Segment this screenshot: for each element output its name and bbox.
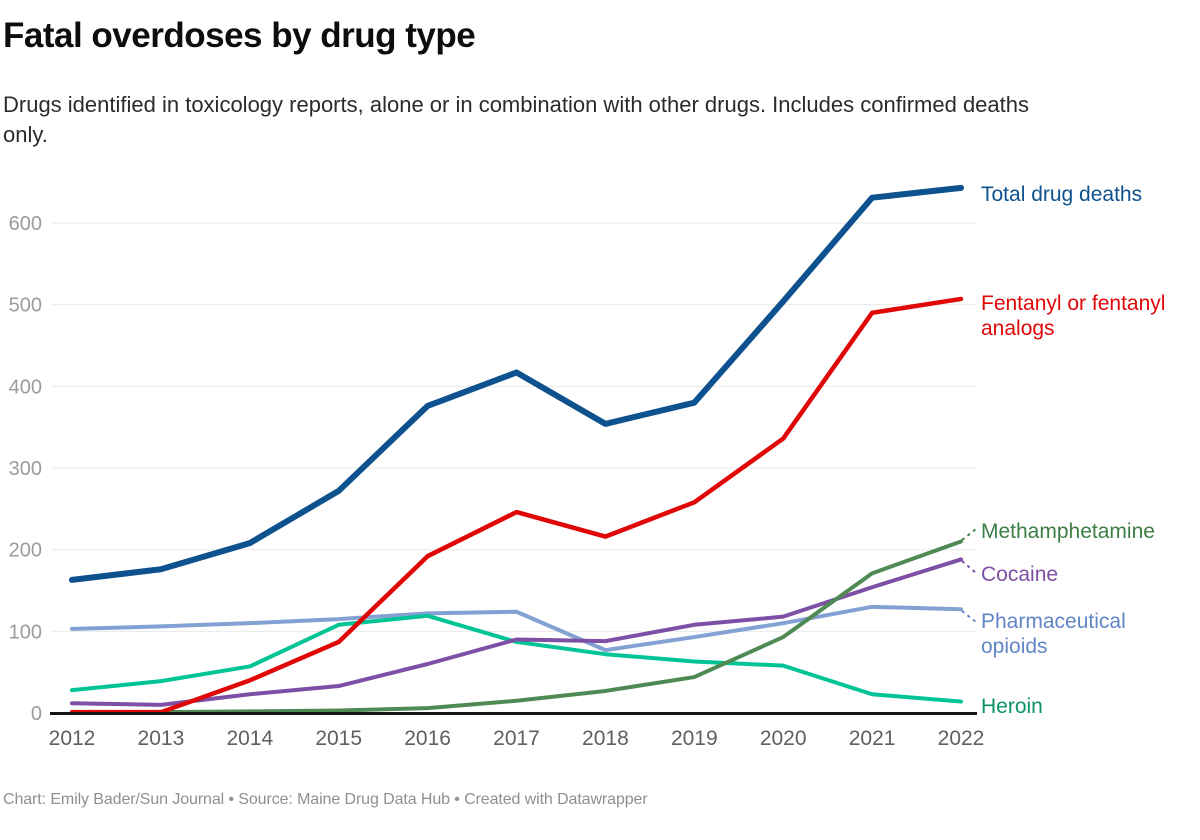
y-tick-label-200: 200 <box>9 540 42 562</box>
series-label-pharmaceutical-opioids: Pharmaceutical opioids <box>981 610 1126 658</box>
y-tick-label-100: 100 <box>9 621 42 643</box>
x-tick-label-2018: 2018 <box>582 727 629 750</box>
x-tick-label-2014: 2014 <box>226 727 273 750</box>
x-tick-label-2013: 2013 <box>138 727 185 750</box>
series-line-methamphetamine <box>70 539 963 715</box>
label-connector-3 <box>961 560 977 574</box>
x-tick-label-2022: 2022 <box>938 727 985 750</box>
y-tick-label-400: 400 <box>9 376 42 398</box>
x-tick-label-2015: 2015 <box>315 727 362 750</box>
label-connector-2 <box>961 528 977 541</box>
series-label-fentanyl: Fentanyl or fentanyl analogs <box>981 292 1166 340</box>
label-connector-4 <box>961 610 977 623</box>
series-line-total-drug-deaths <box>69 184 964 583</box>
series-line-heroin <box>70 613 963 704</box>
x-tick-label-2020: 2020 <box>760 727 807 750</box>
x-tick-label-2017: 2017 <box>493 727 540 750</box>
chart-subtitle: Drugs identified in toxicology reports, … <box>3 92 1029 147</box>
chart-title: Fatal overdoses by drug type <box>3 16 476 55</box>
x-tick-label-2019: 2019 <box>671 727 718 750</box>
x-tick-label-2021: 2021 <box>849 727 896 750</box>
x-tick-label-2016: 2016 <box>404 727 451 750</box>
series-label-cocaine: Cocaine <box>981 563 1059 586</box>
series-line-fentanyl-or-fentanyl-analogs <box>69 296 964 715</box>
series-line-cocaine <box>70 557 963 707</box>
y-tick-label-500: 500 <box>9 295 42 317</box>
attribution-footer: Chart: Emily Bader/Sun Journal • Source:… <box>3 791 648 808</box>
series-label-methamphetamine: Methamphetamine <box>981 520 1155 543</box>
y-tick-label-600: 600 <box>9 213 42 235</box>
y-tick-label-300: 300 <box>9 458 42 480</box>
x-tick-label-2012: 2012 <box>49 727 96 750</box>
series-label-total-drug-deaths: Total drug deaths <box>981 183 1143 206</box>
series-label-heroin: Heroin <box>981 695 1043 718</box>
y-tick-label-0: 0 <box>31 703 42 725</box>
